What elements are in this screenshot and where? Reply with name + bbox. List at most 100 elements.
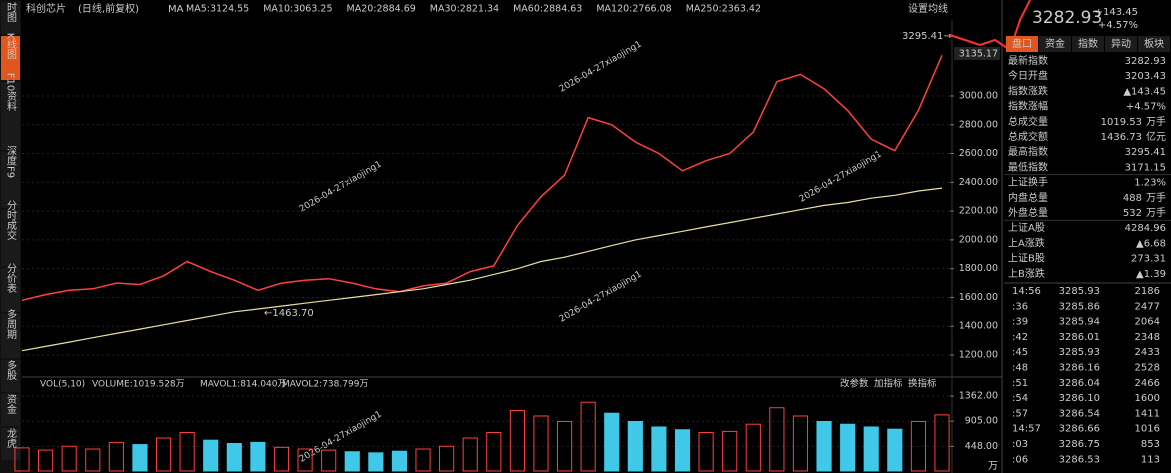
volume-header: VOL(5,10) bbox=[40, 380, 85, 390]
volume-bar bbox=[674, 429, 691, 472]
sidebar-tab-label[interactable]: 深度F9 bbox=[5, 146, 17, 178]
info-value: ▲1.39 bbox=[1136, 269, 1166, 280]
sidebar-tab-label[interactable]: 分时成交 bbox=[5, 200, 17, 241]
sidebar-tab-label[interactable]: 龙虎 bbox=[5, 427, 17, 448]
y-tick-label: 1362.00 bbox=[959, 391, 998, 402]
info-value: 488 bbox=[1123, 193, 1142, 204]
volume-bar bbox=[816, 420, 832, 472]
volume-unit: 万 bbox=[988, 461, 998, 472]
panel-tab-label[interactable]: 板块 bbox=[1144, 37, 1164, 50]
volume-bar bbox=[934, 414, 950, 472]
trade-time: :42 bbox=[1012, 332, 1028, 343]
trade-volume: 2348 bbox=[1135, 332, 1160, 343]
trade-volume: 2477 bbox=[1135, 301, 1160, 312]
sidebar-tab[interactable] bbox=[1, 36, 20, 80]
sidebar-tab-label[interactable]: F10资料 bbox=[5, 73, 17, 112]
sidebar-tab[interactable] bbox=[1, 210, 20, 266]
y-tick-label: 1200.00 bbox=[959, 350, 998, 361]
volume-bar bbox=[203, 439, 219, 472]
panel-tab[interactable] bbox=[1006, 36, 1038, 52]
volume-bar bbox=[533, 415, 549, 472]
volume-bar bbox=[887, 428, 903, 472]
panel-tab-label[interactable]: 异动 bbox=[1111, 38, 1131, 50]
panel-tab-label[interactable]: 资金 bbox=[1045, 37, 1065, 50]
trade-volume: 2528 bbox=[1135, 363, 1160, 374]
indicator-button[interactable]: 加指标 bbox=[874, 378, 903, 390]
low-annotation: ←1463.70 bbox=[264, 308, 314, 319]
y-tick-label: 1800.00 bbox=[959, 263, 998, 274]
sidebar-tab[interactable] bbox=[1, 82, 20, 150]
sidebar-tab[interactable] bbox=[1, 152, 20, 208]
panel-tab-label[interactable]: 盘口 bbox=[1012, 37, 1032, 50]
sidebar-tab[interactable] bbox=[1, 314, 20, 358]
volume-bar bbox=[273, 446, 290, 472]
volume-bar bbox=[108, 441, 124, 472]
sidebar-tab-label[interactable]: 分价表 bbox=[5, 263, 17, 294]
trade-time: :57 bbox=[1012, 408, 1028, 419]
volume-bar bbox=[509, 409, 525, 472]
sidebar-tab-label[interactable]: 时图 bbox=[5, 2, 17, 23]
price-line bbox=[21, 187, 943, 352]
info-value: 4284.96 bbox=[1125, 223, 1166, 234]
volume-bar bbox=[226, 442, 242, 472]
volume-bar bbox=[155, 437, 172, 472]
panel-tab[interactable] bbox=[1039, 36, 1071, 52]
volume-bar bbox=[698, 431, 714, 472]
info-unit: 万手 bbox=[1146, 191, 1166, 204]
y-tick-label: 2600.00 bbox=[959, 148, 998, 159]
trade-price: 3286.54 bbox=[1059, 408, 1100, 419]
info-value: +4.57% bbox=[1126, 102, 1166, 113]
sidebar-tab[interactable] bbox=[1, 2, 20, 34]
volume-bar bbox=[38, 449, 54, 472]
info-value: 273.31 bbox=[1131, 254, 1166, 265]
volume-bar bbox=[415, 448, 431, 472]
price-line bbox=[21, 55, 943, 302]
sidebar-tab-label[interactable]: K线图 bbox=[5, 33, 17, 60]
y-tick-label: 905.00 bbox=[965, 416, 998, 427]
trade-price: 3286.53 bbox=[1059, 454, 1100, 465]
volume-bar bbox=[769, 407, 785, 472]
ma-label: MA250:2363.42 bbox=[686, 4, 761, 15]
volume-bar bbox=[439, 445, 455, 472]
trade-time: :06 bbox=[1012, 454, 1028, 465]
panel-tab[interactable] bbox=[1105, 36, 1137, 52]
info-label: 指数涨跌 bbox=[1008, 84, 1048, 97]
info-value: 3171.15 bbox=[1125, 162, 1166, 173]
trade-volume: 853 bbox=[1141, 439, 1160, 450]
panel-tab[interactable] bbox=[1072, 36, 1104, 52]
volume-bar bbox=[604, 412, 620, 472]
y-tick-label: 2400.00 bbox=[959, 177, 998, 188]
panel-tab-label[interactable]: 指数 bbox=[1078, 37, 1098, 50]
sidebar-tab[interactable] bbox=[1, 360, 20, 392]
info-unit: 亿元 bbox=[1146, 130, 1166, 143]
sidebar-tab-label[interactable]: 资金 bbox=[5, 394, 17, 414]
sidebar-tab-label[interactable]: 多周期 bbox=[5, 308, 17, 340]
y-tick-label: 1600.00 bbox=[959, 292, 998, 303]
watermark: 2026-04-27xiaojing1 bbox=[298, 159, 384, 214]
ma-label: MA20:2884.69 bbox=[347, 4, 416, 15]
y-tick-label: 3000.00 bbox=[959, 90, 998, 101]
ma-label: MA10:3063.25 bbox=[263, 4, 332, 15]
info-value: 3203.43 bbox=[1125, 71, 1166, 82]
volume-bar bbox=[179, 431, 195, 472]
volume-bar bbox=[556, 420, 573, 472]
settings-button[interactable]: 设置均线 bbox=[908, 2, 948, 15]
info-label: 今日开盘 bbox=[1008, 69, 1048, 82]
info-value: ▲6.68 bbox=[1136, 238, 1166, 249]
sidebar-tab[interactable] bbox=[1, 394, 20, 426]
last-price-box bbox=[954, 47, 1000, 60]
indicator-button[interactable]: 换指标 bbox=[908, 378, 937, 390]
y-tick-label: 1400.00 bbox=[959, 321, 998, 332]
info-value: 1019.53 bbox=[1101, 117, 1142, 128]
info-label: 指数涨幅 bbox=[1008, 100, 1048, 113]
info-label: 总成交量 bbox=[1008, 115, 1048, 128]
indicator-button[interactable]: 改参数 bbox=[840, 378, 869, 390]
sidebar-tab[interactable] bbox=[1, 268, 20, 312]
panel-tab[interactable] bbox=[1138, 36, 1170, 52]
volume-header: MAVOL2:738.799万 bbox=[282, 380, 368, 390]
volume-bar bbox=[722, 430, 738, 472]
sidebar-tab-label[interactable]: 多股 bbox=[5, 359, 17, 381]
volume-bar bbox=[462, 437, 478, 472]
